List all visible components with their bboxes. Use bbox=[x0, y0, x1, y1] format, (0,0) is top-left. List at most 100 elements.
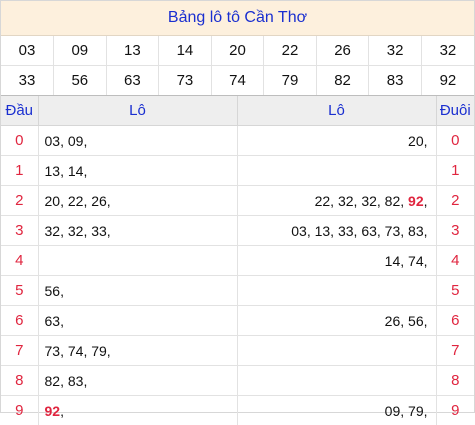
dau-digit: 9 bbox=[1, 396, 38, 425]
number-cell: 32 bbox=[421, 36, 474, 66]
lo-number: 83 bbox=[408, 223, 424, 239]
board-title: Bảng lô tô Cần Thơ bbox=[168, 9, 307, 27]
numbers-row-2: 33 56 63 73 74 79 82 83 92 bbox=[1, 66, 474, 96]
lo-number: 26 bbox=[385, 313, 401, 329]
dau-digit: 5 bbox=[1, 276, 38, 306]
lo-number: 63 bbox=[361, 223, 377, 239]
number-cell: 56 bbox=[54, 66, 107, 96]
number-cell: 74 bbox=[211, 66, 264, 96]
numbers-row-1: 03 09 13 14 20 22 26 32 32 bbox=[1, 36, 474, 66]
number-cell: 03 bbox=[1, 36, 54, 66]
lo-right-cell bbox=[237, 276, 436, 306]
lo-right-cell: 20, bbox=[237, 126, 436, 156]
duoi-digit: 3 bbox=[436, 216, 474, 246]
dau-digit: 7 bbox=[1, 336, 38, 366]
dau-digit: 2 bbox=[1, 186, 38, 216]
lo-number: 32 bbox=[68, 223, 84, 239]
lo-number: 56 bbox=[408, 313, 424, 329]
duoi-digit: 5 bbox=[436, 276, 474, 306]
loto-board: Bảng lô tô Cần Thơ 03 09 13 14 20 22 26 … bbox=[0, 0, 475, 413]
lo-number: 32 bbox=[361, 193, 377, 209]
lo-number: 09 bbox=[68, 133, 84, 149]
header-dau: Đầu bbox=[1, 96, 38, 126]
lo-number: 13 bbox=[45, 163, 61, 179]
lo-number: 14 bbox=[68, 163, 84, 179]
lo-right-cell bbox=[237, 336, 436, 366]
special-number-cell: 92 bbox=[421, 66, 474, 96]
dau-digit: 0 bbox=[1, 126, 38, 156]
lo-number: 56 bbox=[45, 283, 61, 299]
duoi-digit: 1 bbox=[436, 156, 474, 186]
duoi-digit: 7 bbox=[436, 336, 474, 366]
dau-digit: 4 bbox=[1, 246, 38, 276]
duoi-digit: 0 bbox=[436, 126, 474, 156]
number-cell: 09 bbox=[54, 36, 107, 66]
lo-number: 63 bbox=[45, 313, 61, 329]
lo-left-cell: 32, 32, 33, bbox=[38, 216, 237, 246]
lo-left-cell: 73, 74, 79, bbox=[38, 336, 237, 366]
dau-digit: 6 bbox=[1, 306, 38, 336]
lo-number: 33 bbox=[338, 223, 354, 239]
lo-left-cell: 92, bbox=[38, 396, 237, 425]
lo-number: 74 bbox=[408, 253, 424, 269]
lo-right-cell: 22, 32, 32, 82, 92, bbox=[237, 186, 436, 216]
lo-number: 92 bbox=[408, 193, 424, 209]
lo-number: 74 bbox=[68, 343, 84, 359]
number-cell: 14 bbox=[159, 36, 212, 66]
number-cell: 79 bbox=[264, 66, 317, 96]
lo-number: 13 bbox=[315, 223, 331, 239]
lo-number: 79 bbox=[408, 403, 424, 419]
lo-left-cell: 03, 09, bbox=[38, 126, 237, 156]
number-cell: 13 bbox=[106, 36, 159, 66]
lo-number: 92 bbox=[45, 403, 61, 419]
lo-number: 14 bbox=[385, 253, 401, 269]
lo-left-cell: 82, 83, bbox=[38, 366, 237, 396]
number-cell: 73 bbox=[159, 66, 212, 96]
lo-number: 83 bbox=[68, 373, 84, 389]
numbers-table: 03 09 13 14 20 22 26 32 32 33 56 63 73 7… bbox=[1, 36, 474, 96]
lo-number: 73 bbox=[385, 223, 401, 239]
duoi-digit: 6 bbox=[436, 306, 474, 336]
lo-number: 22 bbox=[68, 193, 84, 209]
lo-right-cell bbox=[237, 366, 436, 396]
lo-left-cell: 13, 14, bbox=[38, 156, 237, 186]
duoi-digit: 4 bbox=[436, 246, 474, 276]
dau-digit: 3 bbox=[1, 216, 38, 246]
lo-right-cell: 26, 56, bbox=[237, 306, 436, 336]
lo-number: 20 bbox=[45, 193, 61, 209]
number-cell: 32 bbox=[369, 36, 422, 66]
lo-right-cell bbox=[237, 156, 436, 186]
lo-number: 22 bbox=[315, 193, 331, 209]
duoi-digit: 8 bbox=[436, 366, 474, 396]
dau-digit: 8 bbox=[1, 366, 38, 396]
lo-number: 79 bbox=[91, 343, 107, 359]
lo-number: 32 bbox=[338, 193, 354, 209]
lo-number: 03 bbox=[291, 223, 307, 239]
lo-number: 32 bbox=[45, 223, 61, 239]
number-cell: 33 bbox=[1, 66, 54, 96]
lo-left-cell: 56, bbox=[38, 276, 237, 306]
lo-left-cell: 20, 22, 26, bbox=[38, 186, 237, 216]
number-cell: 82 bbox=[316, 66, 369, 96]
title-bar: Bảng lô tô Cần Thơ bbox=[1, 1, 474, 36]
lo-right-cell: 03, 13, 33, 63, 73, 83, bbox=[237, 216, 436, 246]
lo-left-cell bbox=[38, 246, 237, 276]
duoi-digit: 2 bbox=[436, 186, 474, 216]
number-cell: 63 bbox=[106, 66, 159, 96]
duoi-digit: 9 bbox=[436, 396, 474, 425]
header-lo-right: Lô bbox=[237, 96, 436, 126]
number-cell: 22 bbox=[264, 36, 317, 66]
lo-number: 82 bbox=[45, 373, 61, 389]
number-cell: 20 bbox=[211, 36, 264, 66]
